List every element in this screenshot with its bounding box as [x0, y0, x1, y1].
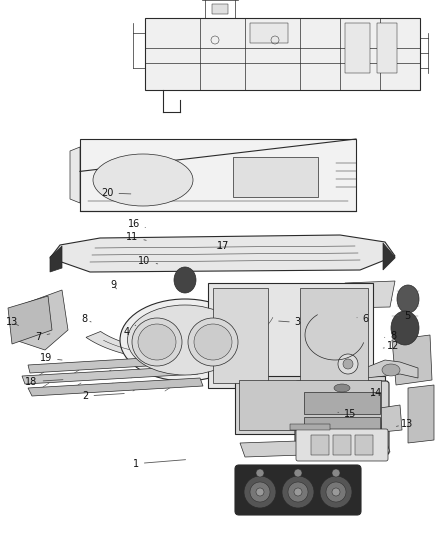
- Text: 1: 1: [133, 459, 186, 469]
- Bar: [377, 23, 397, 73]
- Ellipse shape: [334, 384, 350, 392]
- Text: 17: 17: [217, 241, 230, 251]
- Text: 6: 6: [357, 314, 369, 324]
- Polygon shape: [392, 335, 432, 385]
- Text: 14: 14: [370, 388, 382, 398]
- Text: 10: 10: [138, 256, 158, 266]
- Circle shape: [338, 354, 358, 374]
- Text: 12: 12: [383, 342, 399, 351]
- Ellipse shape: [188, 318, 238, 366]
- FancyBboxPatch shape: [295, 381, 389, 455]
- Bar: [304, 417, 380, 439]
- Bar: [239, 380, 381, 430]
- Bar: [304, 392, 380, 414]
- Circle shape: [256, 488, 264, 496]
- Ellipse shape: [127, 305, 243, 375]
- Bar: [290, 424, 330, 430]
- Bar: [355, 435, 373, 455]
- Text: 7: 7: [35, 332, 50, 342]
- Text: 2: 2: [82, 391, 124, 401]
- Polygon shape: [380, 405, 402, 432]
- Text: 3: 3: [279, 318, 301, 327]
- Text: 19: 19: [40, 353, 62, 363]
- Circle shape: [256, 469, 264, 477]
- Ellipse shape: [120, 299, 250, 381]
- Polygon shape: [70, 147, 80, 203]
- Bar: [333, 435, 351, 455]
- Bar: [300, 288, 368, 383]
- Polygon shape: [8, 296, 52, 344]
- Bar: [235, 376, 385, 434]
- Polygon shape: [15, 290, 68, 350]
- Bar: [208, 283, 373, 388]
- Bar: [145, 18, 420, 90]
- Circle shape: [282, 476, 314, 508]
- Polygon shape: [240, 438, 390, 457]
- Ellipse shape: [174, 267, 196, 293]
- Polygon shape: [28, 355, 197, 373]
- FancyBboxPatch shape: [235, 465, 361, 515]
- Polygon shape: [28, 378, 203, 396]
- Bar: [250, 23, 288, 43]
- Text: 15: 15: [338, 409, 357, 418]
- Circle shape: [294, 469, 302, 477]
- Polygon shape: [340, 281, 395, 308]
- Circle shape: [320, 476, 352, 508]
- Ellipse shape: [397, 285, 419, 313]
- Text: 8: 8: [81, 314, 91, 324]
- Text: 11: 11: [126, 232, 146, 242]
- Circle shape: [244, 476, 276, 508]
- Ellipse shape: [391, 311, 419, 345]
- Bar: [80, 139, 356, 211]
- Bar: [233, 157, 318, 197]
- Circle shape: [250, 482, 270, 502]
- Polygon shape: [50, 235, 395, 272]
- Text: 13: 13: [396, 419, 413, 429]
- Circle shape: [332, 488, 340, 496]
- Text: 13: 13: [6, 318, 18, 327]
- Bar: [212, 4, 228, 14]
- Polygon shape: [383, 243, 395, 270]
- Ellipse shape: [138, 324, 176, 360]
- FancyBboxPatch shape: [296, 429, 388, 461]
- Text: 16: 16: [127, 219, 145, 229]
- Circle shape: [343, 359, 353, 369]
- Circle shape: [326, 482, 346, 502]
- Polygon shape: [22, 366, 198, 384]
- Text: 20: 20: [101, 188, 131, 198]
- Ellipse shape: [132, 318, 182, 366]
- Text: 9: 9: [110, 280, 117, 289]
- Circle shape: [288, 482, 308, 502]
- Text: 4: 4: [124, 325, 136, 336]
- Ellipse shape: [382, 364, 400, 376]
- Bar: [311, 435, 329, 455]
- Text: 18: 18: [25, 377, 63, 386]
- Polygon shape: [50, 246, 62, 272]
- Text: 8: 8: [385, 331, 396, 341]
- Polygon shape: [365, 360, 418, 378]
- Circle shape: [294, 488, 302, 496]
- Text: 5: 5: [396, 311, 410, 321]
- Polygon shape: [86, 312, 284, 360]
- Bar: [213, 288, 268, 383]
- Ellipse shape: [93, 154, 193, 206]
- Ellipse shape: [194, 324, 232, 360]
- Bar: [345, 23, 370, 73]
- Polygon shape: [408, 385, 434, 443]
- Circle shape: [332, 469, 340, 477]
